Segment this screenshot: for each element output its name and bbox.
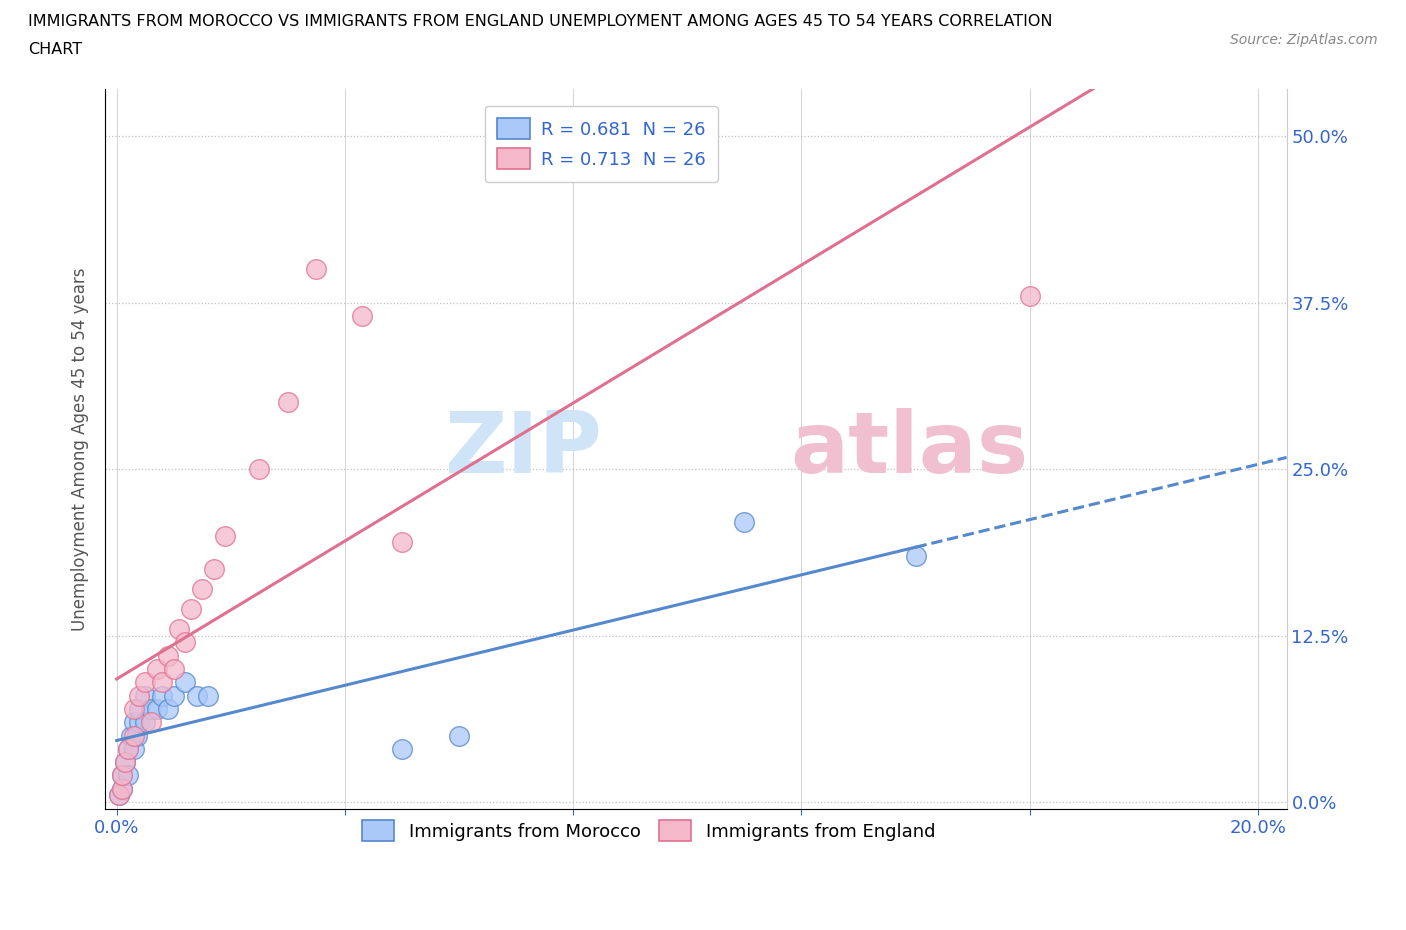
Point xyxy=(169,621,191,636)
Point xyxy=(134,688,156,703)
Point xyxy=(174,635,197,650)
Point xyxy=(156,701,179,716)
Point xyxy=(247,461,270,476)
Point xyxy=(163,661,186,676)
Point xyxy=(122,728,145,743)
Point xyxy=(120,728,142,743)
Point xyxy=(350,309,373,324)
Point xyxy=(128,688,150,703)
Legend: Immigrants from Morocco, Immigrants from England: Immigrants from Morocco, Immigrants from… xyxy=(353,811,945,850)
Y-axis label: Unemployment Among Ages 45 to 54 years: Unemployment Among Ages 45 to 54 years xyxy=(72,267,89,631)
Point xyxy=(108,788,131,803)
Point xyxy=(134,715,156,730)
Point xyxy=(108,788,131,803)
Point xyxy=(391,741,413,756)
Text: ZIP: ZIP xyxy=(444,407,602,491)
Point xyxy=(114,755,136,770)
Text: atlas: atlas xyxy=(790,407,1029,491)
Point xyxy=(117,768,139,783)
Point xyxy=(128,715,150,730)
Point xyxy=(191,581,214,596)
Point xyxy=(111,768,134,783)
Point xyxy=(117,741,139,756)
Point xyxy=(122,715,145,730)
Point xyxy=(117,741,139,756)
Point xyxy=(391,535,413,550)
Point xyxy=(122,741,145,756)
Point xyxy=(214,528,236,543)
Text: CHART: CHART xyxy=(28,42,82,57)
Point xyxy=(139,715,162,730)
Point xyxy=(145,701,167,716)
Point xyxy=(139,701,162,716)
Point xyxy=(202,562,225,577)
Point xyxy=(150,688,173,703)
Text: Source: ZipAtlas.com: Source: ZipAtlas.com xyxy=(1230,33,1378,46)
Point xyxy=(277,395,299,410)
Point xyxy=(156,648,179,663)
Point xyxy=(145,661,167,676)
Point xyxy=(114,755,136,770)
Point xyxy=(163,688,186,703)
Point xyxy=(134,675,156,690)
Point xyxy=(125,728,148,743)
Point xyxy=(1018,288,1040,303)
Text: IMMIGRANTS FROM MOROCCO VS IMMIGRANTS FROM ENGLAND UNEMPLOYMENT AMONG AGES 45 TO: IMMIGRANTS FROM MOROCCO VS IMMIGRANTS FR… xyxy=(28,14,1053,29)
Point xyxy=(186,688,208,703)
Point xyxy=(111,781,134,796)
Point xyxy=(305,262,328,277)
Point xyxy=(733,515,755,530)
Point xyxy=(197,688,219,703)
Point xyxy=(111,781,134,796)
Point xyxy=(122,701,145,716)
Point xyxy=(180,602,202,617)
Point xyxy=(150,675,173,690)
Point xyxy=(128,701,150,716)
Point xyxy=(904,549,927,564)
Point xyxy=(111,768,134,783)
Point xyxy=(447,728,470,743)
Point xyxy=(174,675,197,690)
